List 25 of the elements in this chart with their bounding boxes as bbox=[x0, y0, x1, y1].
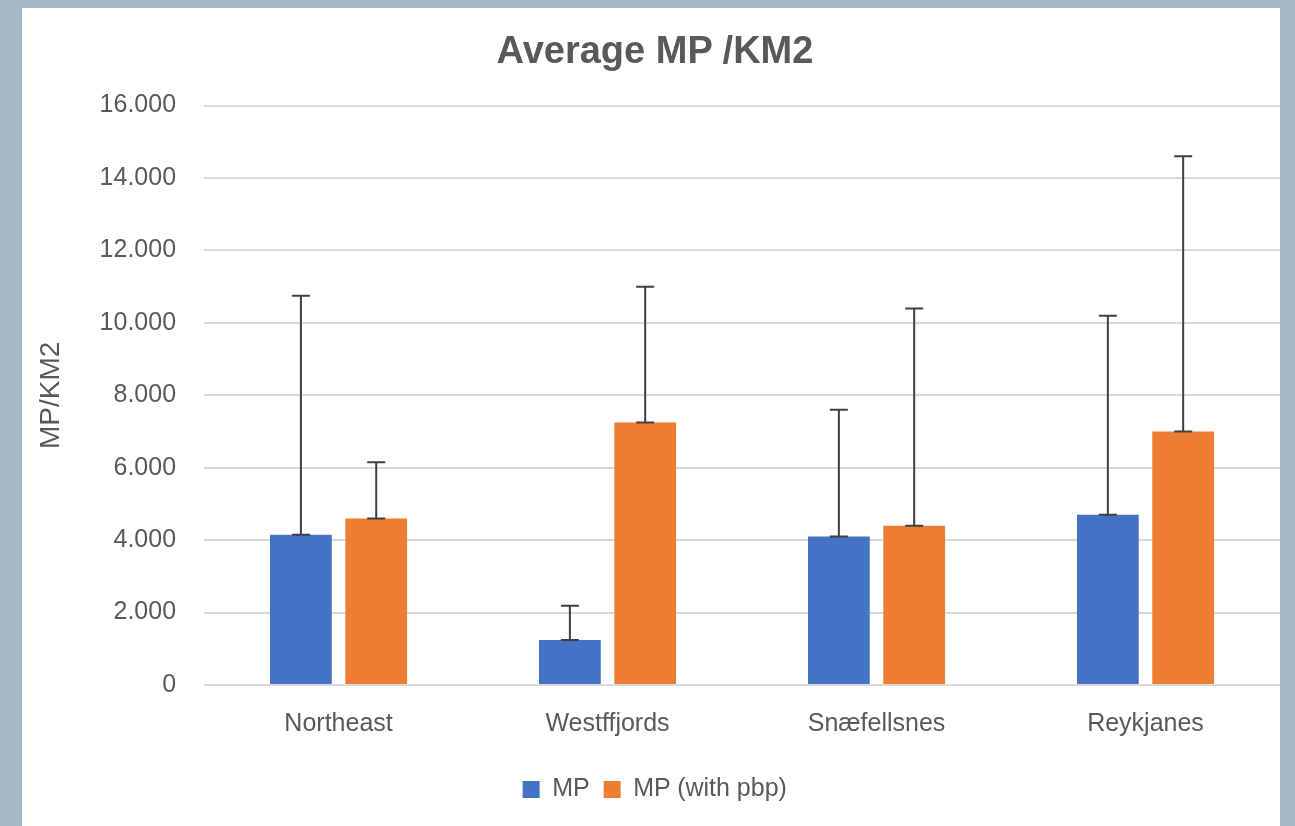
bar bbox=[345, 518, 408, 684]
y-tick-label: 0 bbox=[162, 668, 177, 697]
y-tick-label: 8.000 bbox=[113, 379, 177, 408]
chart-title: Average MP /KM2 bbox=[496, 29, 814, 72]
bar bbox=[807, 536, 870, 684]
y-tick-label: 12.000 bbox=[99, 234, 177, 263]
bar bbox=[1152, 431, 1215, 684]
y-tick-label: 16.000 bbox=[99, 89, 177, 118]
bar bbox=[270, 534, 332, 684]
bar bbox=[1076, 514, 1139, 684]
y-axis-title: MP/KM2 bbox=[33, 341, 65, 449]
x-tick-label: Westffjords bbox=[545, 707, 670, 736]
legend-label: MP (with pbp) bbox=[633, 773, 787, 802]
bar bbox=[539, 640, 601, 684]
bar bbox=[883, 525, 946, 684]
x-tick-label: Northeast bbox=[284, 707, 393, 736]
y-tick-label: 4.000 bbox=[113, 524, 177, 553]
y-tick-label: 10.000 bbox=[99, 306, 177, 335]
bar bbox=[614, 422, 677, 684]
x-tick-label: Snæfellsnes bbox=[807, 707, 946, 736]
y-tick-label: 6.000 bbox=[113, 451, 177, 480]
y-tick-label: 14.000 bbox=[99, 161, 177, 190]
x-tick-label: Reykjanes bbox=[1087, 707, 1204, 736]
legend-label: MP bbox=[552, 773, 590, 802]
y-tick-label: 2.000 bbox=[113, 596, 177, 625]
